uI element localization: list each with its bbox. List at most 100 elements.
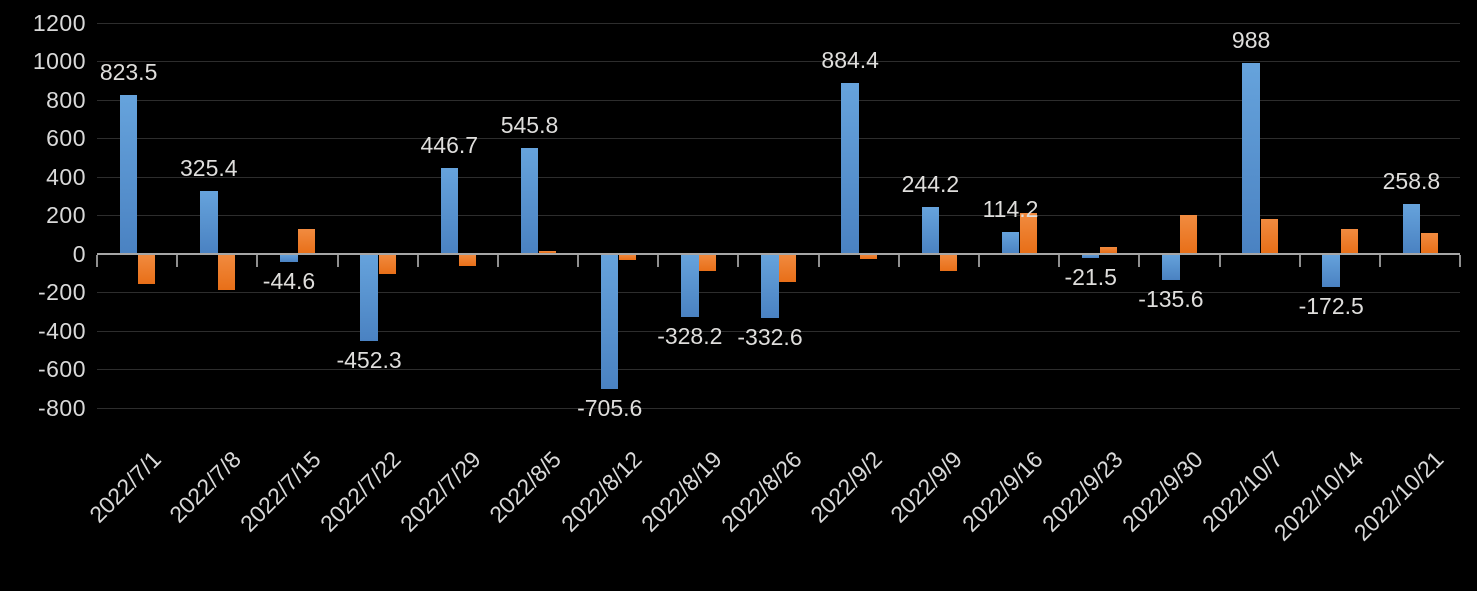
gridline [97,61,1460,62]
bar-blue [841,83,859,254]
bar-blue [119,95,138,254]
x-axis-category-label: 2022/9/23 [1036,446,1128,537]
x-axis-baseline [97,252,1460,255]
x-axis-tick [1298,254,1301,267]
bar-orange [1260,218,1278,254]
bar-blue [200,190,218,254]
x-axis-tick [897,254,900,267]
gridline [97,330,1460,332]
y-axis-tick-label: 200 [46,202,86,228]
bar-blue [280,253,298,263]
y-axis-tick-label: -600 [37,356,86,382]
x-axis-tick [657,254,660,267]
data-label: -332.6 [737,323,803,350]
bar-orange [138,253,155,285]
y-axis-tick-label: -400 [37,317,86,344]
x-axis-category-label: 2022/8/12 [555,446,647,537]
data-label: -328.2 [657,322,723,349]
bar-orange [699,253,717,271]
bar-blue [1322,253,1340,287]
x-axis-tick [256,254,259,267]
bar-orange [939,253,957,271]
bar-orange [859,253,877,260]
data-label: -44.6 [262,268,316,295]
x-axis-category-label: 2022/9/9 [885,446,968,528]
x-axis-tick [96,254,98,267]
x-axis-tick [1459,254,1461,267]
x-axis-tick [336,254,339,267]
x-axis-tick [737,254,740,267]
data-label: 325.4 [180,154,238,181]
y-axis-tick-label: -800 [37,394,86,421]
x-axis-category-label: 2022/7/22 [315,446,406,537]
x-axis-category-label: 2022/9/30 [1117,446,1208,537]
x-axis-tick [1058,254,1061,267]
data-label: 258.8 [1382,167,1441,194]
y-axis-tick-label: 400 [46,163,86,190]
data-label: 988 [1231,27,1271,54]
bar-blue [440,167,459,254]
data-label: 114.2 [982,195,1039,222]
x-axis-tick [176,254,179,267]
x-axis-tick [1378,254,1381,267]
x-axis-category-label: 2022/8/5 [484,446,567,528]
bar-orange [1019,213,1037,254]
gridline [97,215,1460,216]
data-label: -21.5 [1064,263,1117,290]
data-label: -705.6 [577,395,643,422]
data-label: -135.6 [1138,285,1204,312]
bar-blue [600,253,619,390]
y-axis-tick-label: 1200 [32,9,86,36]
data-label: 244.2 [901,170,960,197]
x-axis-category-label: 2022/8/19 [635,446,727,537]
bar-orange [1100,246,1118,254]
x-axis-category-label: 2022/7/8 [164,446,246,528]
gridline [97,407,1460,409]
bar-orange [1340,228,1358,254]
gridline [97,99,1460,101]
bar-orange [298,228,316,254]
bar-blue [360,253,378,341]
x-axis-category-label: 2022/8/26 [716,446,807,537]
bar-orange [779,253,797,283]
x-axis-category-label: 2022/7/29 [395,446,487,537]
x-axis-tick [1218,254,1221,267]
x-axis-tick [416,254,419,267]
bar-blue [520,148,539,254]
x-axis-category-label: 2022/7/15 [235,446,326,537]
gridline [97,369,1460,370]
bar-orange [538,250,556,254]
x-axis-category-label: 2022/7/1 [83,446,166,528]
y-axis-tick-label: 0 [72,240,86,267]
gridline [97,22,1460,24]
y-axis-tick-label: 1000 [32,48,86,74]
bar-blue [1242,63,1260,254]
bar-blue [1081,253,1100,258]
data-label: -172.5 [1298,292,1364,319]
data-label: 545.8 [500,112,559,139]
data-label: 446.7 [420,131,479,158]
x-axis-tick [496,254,499,267]
bar-blue [921,206,940,254]
bar-blue [1402,203,1421,254]
y-axis-tick-label: -200 [37,279,86,305]
x-axis-category-label: 2022/9/16 [956,446,1048,537]
x-axis-tick [817,254,820,267]
y-axis-tick-label: 600 [46,125,86,151]
x-axis-tick [1138,254,1141,267]
bar-blue [1001,231,1020,254]
bar-blue [1162,253,1180,280]
bar-orange [1180,215,1198,254]
data-label: -452.3 [336,346,402,373]
bar-orange [1420,233,1438,254]
bar-orange [458,253,476,266]
bar-blue [761,253,779,318]
gridline [97,138,1460,139]
bar-orange [378,253,396,274]
bar-orange [218,253,236,291]
x-axis-tick [977,254,980,267]
y-axis-tick-label: 800 [46,86,86,113]
data-label: 884.4 [821,47,879,74]
x-axis-tick [577,254,580,267]
